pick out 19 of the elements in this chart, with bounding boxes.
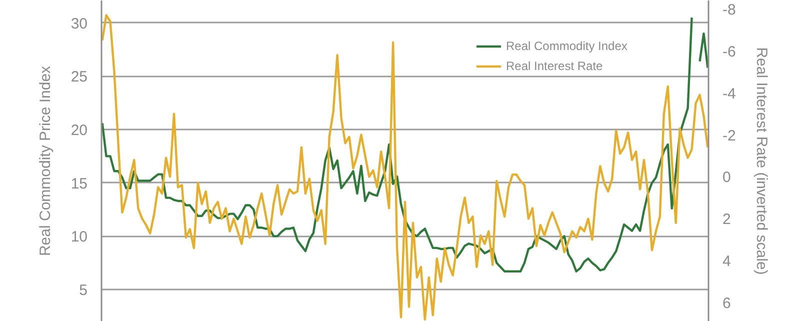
y-tick-label: 30: [70, 15, 88, 32]
legend-label: Real Commodity Index: [506, 39, 628, 53]
y-axis-title: Real Commodity Price Index: [36, 65, 54, 256]
y2-tick-label: -4: [722, 85, 736, 102]
y2-tick-label: 0: [722, 169, 731, 186]
y2-tick-label: 2: [722, 211, 731, 228]
y-tick-label: 20: [70, 122, 88, 140]
y2-tick-label: -2: [722, 127, 736, 144]
y2-tick-label: 6: [722, 295, 731, 312]
legend-label: Real Interest Rate: [506, 59, 603, 73]
y-tick-label: 25: [70, 68, 88, 86]
y2-axis-title: Real Interest Rate (inverted scale): [752, 47, 770, 275]
line-series: [102, 14, 708, 320]
y-tick-label: 5: [79, 282, 88, 300]
y-tick-label: 15: [70, 175, 88, 192]
y2-tick-label: -6: [722, 43, 736, 60]
y2-tick-label: 4: [722, 253, 731, 270]
y-tick-label: 10: [70, 228, 88, 246]
y2-tick-label: -8: [722, 1, 736, 18]
